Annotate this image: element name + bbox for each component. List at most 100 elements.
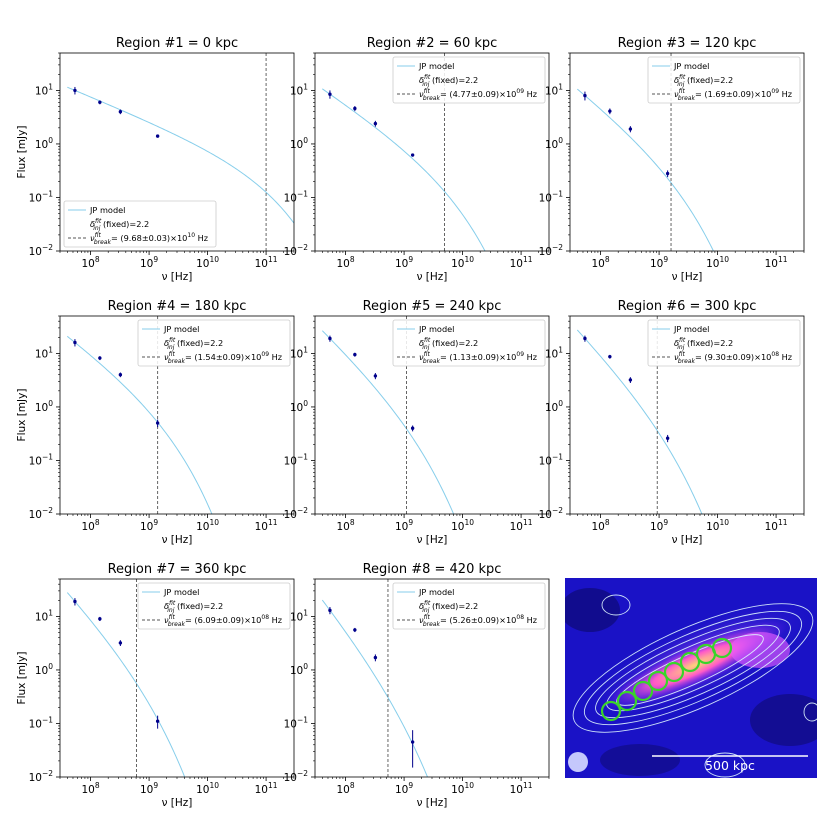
y-tick-label: 100: [35, 136, 53, 151]
legend-model-label: JP model: [163, 324, 199, 334]
y-tick-label: 101: [290, 82, 308, 97]
y-tick-label: 10−1: [539, 452, 564, 467]
panel-title: Region #1 = 0 kpc: [116, 36, 238, 51]
flux-point: [583, 91, 587, 101]
beam-ellipse: [568, 752, 588, 772]
x-tick-label: 108: [337, 518, 355, 533]
y-tick-label: 101: [35, 608, 53, 623]
x-axis-label: ν [Hz]: [672, 271, 703, 283]
y-tick-label: 100: [35, 662, 53, 677]
region-circle-4: [647, 670, 669, 692]
flux-point: [98, 356, 102, 361]
panel-title: Region #5 = 240 kpc: [363, 299, 502, 314]
jp-model-curve: [66, 335, 213, 514]
flux-point: [353, 352, 357, 357]
region-circles: [600, 637, 733, 722]
x-tick-label: 109: [140, 255, 158, 270]
x-tick-label: 1011: [510, 518, 533, 533]
legend-model-label: JP model: [418, 324, 454, 334]
flux-point: [328, 90, 332, 99]
flux-point: [665, 170, 670, 178]
flux-point: [353, 106, 357, 112]
y-tick-label: 101: [290, 608, 308, 623]
y-tick-label: 100: [35, 399, 53, 414]
y-tick-label: 101: [545, 345, 563, 360]
y-tick-label: 10−2: [539, 243, 564, 258]
jp-model-curve: [67, 86, 294, 224]
x-tick-label: 108: [82, 255, 100, 270]
y-tick-label: 100: [290, 399, 308, 414]
x-tick-label: 109: [395, 518, 413, 533]
legend-model-label: JP model: [418, 61, 454, 71]
x-tick-label: 1011: [510, 255, 533, 270]
legend-injection-label: δfit inj (fixed)=2.2: [164, 337, 223, 351]
y-tick-label: 10−2: [539, 506, 564, 521]
sed-panel-4: Region #4 = 180 kpc 108 109 1010 1011 101 100 1…: [16, 299, 295, 546]
legend-model-label: JP model: [163, 587, 199, 597]
panel-title: Region #8 = 420 kpc: [363, 562, 502, 577]
flux-point: [373, 120, 378, 127]
y-tick-label: 10−2: [284, 769, 309, 784]
x-tick-label: 1010: [196, 255, 219, 270]
legend-break-label: νfit break= (6.09±0.09)×1008 Hz: [164, 614, 282, 628]
y-tick-label: 100: [545, 136, 563, 151]
dark-region: [600, 744, 680, 776]
flux-point: [118, 372, 123, 378]
x-tick-label: 1011: [765, 518, 788, 533]
flux-point: [410, 730, 415, 768]
dark-region: [750, 694, 817, 746]
region-circle-8: [711, 637, 733, 659]
x-axis-label: ν [Hz]: [417, 271, 448, 283]
legend-model-label: JP model: [89, 205, 125, 215]
flux-point: [373, 654, 378, 662]
x-tick-label: 108: [592, 518, 610, 533]
legend-injection-label: δfit inj (fixed)=2.2: [419, 74, 478, 88]
y-axis-label: Flux [mJy]: [16, 126, 28, 179]
x-tick-label: 109: [140, 518, 158, 533]
legend-break-label: νfit break= (9.30±0.09)×1008 Hz: [674, 351, 792, 365]
x-tick-label: 1011: [255, 255, 278, 270]
flux-point: [665, 434, 670, 443]
flux-point: [410, 153, 415, 157]
x-axis-label: ν [Hz]: [162, 271, 193, 283]
legend-break-label: νfit break= (1.69±0.09)×1009 Hz: [674, 88, 792, 102]
jp-model-curve: [576, 329, 703, 514]
flux-point: [155, 715, 160, 729]
legend-injection-label: δfit inj (fixed)=2.2: [419, 600, 478, 614]
sed-panel-2: Region #2 = 60 kpc 108 109 1010 1011 101 100 10…: [284, 36, 550, 283]
legend-model-label: JP model: [673, 324, 709, 334]
jp-model-curve: [321, 599, 429, 777]
legend-model-label: JP model: [673, 61, 709, 71]
region-circle-1: [600, 700, 622, 722]
x-tick-label: 1011: [255, 518, 278, 533]
y-tick-label: 10−2: [29, 506, 54, 521]
jp-model-curve: [322, 88, 486, 251]
y-tick-label: 101: [290, 345, 308, 360]
y-tick-label: 101: [545, 82, 563, 97]
y-axis-label: Flux [mJy]: [16, 389, 28, 442]
x-tick-label: 1011: [765, 255, 788, 270]
flux-point: [118, 109, 123, 115]
panel-title: Region #3 = 120 kpc: [618, 36, 757, 51]
y-tick-label: 10−2: [284, 243, 309, 258]
x-tick-label: 1011: [510, 781, 533, 796]
y-tick-label: 10−1: [29, 452, 54, 467]
x-axis-label: ν [Hz]: [162, 534, 193, 546]
y-tick-label: 100: [290, 662, 308, 677]
y-tick-label: 10−2: [29, 243, 54, 258]
legend-injection-label: δfit inj (fixed)=2.2: [419, 337, 478, 351]
y-tick-label: 10−1: [29, 715, 54, 730]
x-tick-label: 108: [82, 781, 100, 796]
sed-panel-3: Region #3 = 120 kpc 108 109 1010 1011 101 100 1…: [539, 36, 805, 283]
legend-injection-label: δfit inj (fixed)=2.2: [90, 218, 149, 232]
legend-injection-label: δfit inj (fixed)=2.2: [674, 74, 733, 88]
flux-point: [583, 335, 587, 342]
flux-point: [73, 598, 77, 606]
x-tick-label: 108: [592, 255, 610, 270]
x-axis-label: ν [Hz]: [417, 534, 448, 546]
x-tick-label: 1010: [196, 781, 219, 796]
